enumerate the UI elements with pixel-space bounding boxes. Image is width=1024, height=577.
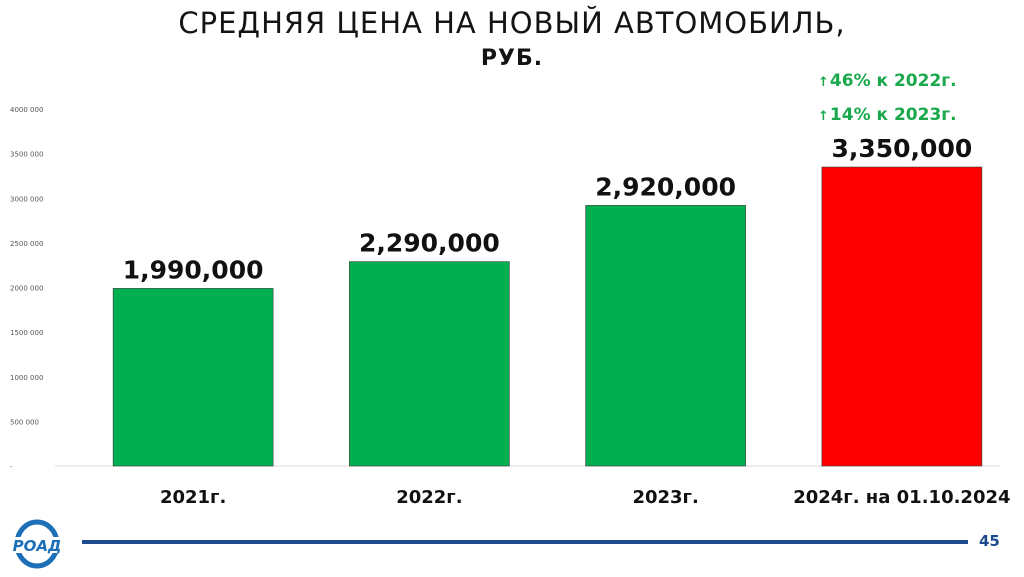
bar-value-label: 3,350,000: [831, 134, 972, 163]
up-arrow-icon: ↑: [818, 109, 829, 124]
chart-title: СРЕДНЯЯ ЦЕНА НА НОВЫЙ АВТОМОБИЛЬ,: [178, 6, 846, 40]
y-tick-label: 1000 000: [10, 374, 43, 382]
y-tick-label: 2000 000: [10, 285, 43, 293]
chart-subtitle: РУБ.: [480, 46, 544, 71]
x-tick-label: 2024г. на 01.10.2024: [793, 487, 1010, 508]
y-tick-label: 3000 000: [10, 195, 43, 203]
y-tick-label: 2500 000: [10, 240, 43, 248]
x-tick-label: 2022г.: [396, 487, 462, 508]
y-tick-label: 4000 000: [10, 106, 43, 114]
bar: [112, 288, 274, 467]
up-arrow-icon: ↑: [818, 75, 829, 90]
bar-value-label: 2,920,000: [595, 172, 736, 201]
bar-value-label: 2,290,000: [359, 229, 500, 258]
annotation-text: 46% к 2022г.: [829, 71, 957, 91]
annotation-growth-2023: ↑14% к 2023г.: [818, 105, 957, 125]
annotation-text: 14% к 2023г.: [829, 105, 957, 125]
x-tick-label: 2021г.: [160, 487, 226, 508]
footer-divider: [82, 540, 968, 544]
road-logo: РОАД: [8, 519, 66, 573]
y-tick-label: 500 000: [10, 418, 39, 426]
y-tick-label: -: [10, 463, 13, 471]
page-number: 45: [979, 532, 1000, 550]
bar: [585, 205, 746, 467]
y-tick-label: 1500 000: [10, 329, 43, 337]
bar: [349, 261, 510, 467]
bar: [821, 166, 983, 467]
x-tick-label: 2023г.: [632, 487, 698, 508]
bar-value-label: 1,990,000: [123, 255, 264, 284]
y-tick-label: 3500 000: [10, 151, 43, 159]
logo-text: РОАД: [13, 537, 62, 555]
annotation-growth-2022: ↑46% к 2022г.: [818, 71, 957, 91]
